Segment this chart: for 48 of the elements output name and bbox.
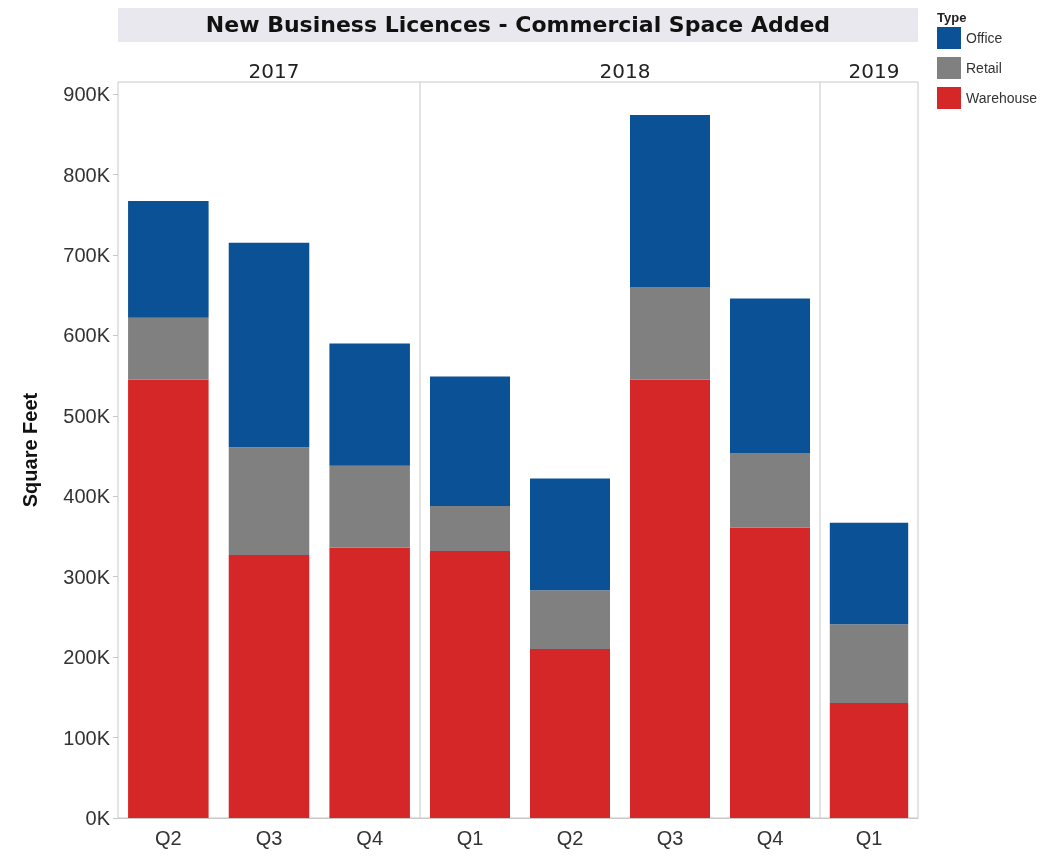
bar bbox=[730, 298, 810, 454]
legend-title: Type bbox=[937, 10, 967, 25]
x-tick-label: Q2 bbox=[556, 827, 584, 849]
y-tick-label: 600K bbox=[63, 324, 111, 347]
bar bbox=[730, 453, 810, 528]
y-tick-label: 0K bbox=[85, 807, 111, 829]
bar bbox=[128, 317, 209, 380]
bar bbox=[530, 590, 610, 650]
chart-subtitle: 2019 bbox=[848, 59, 900, 83]
y-axis-title: Square Feet bbox=[19, 392, 41, 508]
y-tick-label: 200K bbox=[63, 646, 111, 669]
bar bbox=[430, 505, 510, 551]
bar bbox=[630, 114, 710, 288]
legend-label: Office bbox=[966, 30, 1003, 46]
x-tick-label: Q1 bbox=[456, 827, 484, 849]
bar bbox=[329, 547, 410, 818]
bar bbox=[128, 201, 209, 318]
bar bbox=[228, 554, 310, 818]
text: New Business Licences - Commercial Space Added bbox=[118, 8, 918, 42]
bar bbox=[329, 343, 410, 466]
y-tick-label: 900K bbox=[63, 83, 111, 106]
y-tick-label: 500K bbox=[63, 404, 111, 427]
bar bbox=[530, 649, 610, 818]
chart-subtitle: 2018 bbox=[599, 59, 651, 83]
x-tick-label: Q4 bbox=[756, 827, 784, 849]
y-tick-label: 300K bbox=[63, 565, 111, 588]
y-tick-label: 700K bbox=[63, 243, 111, 266]
bar bbox=[730, 527, 810, 818]
bar bbox=[329, 465, 410, 548]
legend-label: Warehouse bbox=[966, 90, 1038, 106]
y-tick-label: 800K bbox=[63, 163, 111, 186]
bar bbox=[430, 550, 510, 818]
x-tick-label: Q4 bbox=[356, 827, 384, 849]
x-tick-label: Q3 bbox=[255, 827, 283, 849]
chart-subtitle: 2017 bbox=[248, 59, 300, 83]
bar bbox=[630, 379, 710, 818]
legend-label: Retail bbox=[966, 60, 1002, 76]
x-tick-label: Q2 bbox=[154, 827, 182, 849]
bar bbox=[530, 478, 610, 591]
bar bbox=[228, 242, 310, 448]
y-tick-label: 400K bbox=[63, 485, 111, 508]
y-tick-label: 100K bbox=[63, 726, 111, 749]
bar bbox=[630, 287, 710, 380]
bar bbox=[128, 379, 209, 818]
x-tick-label: Q1 bbox=[855, 827, 883, 849]
x-tick-label: Q3 bbox=[656, 827, 684, 849]
bar bbox=[430, 376, 510, 506]
bar bbox=[228, 447, 310, 555]
